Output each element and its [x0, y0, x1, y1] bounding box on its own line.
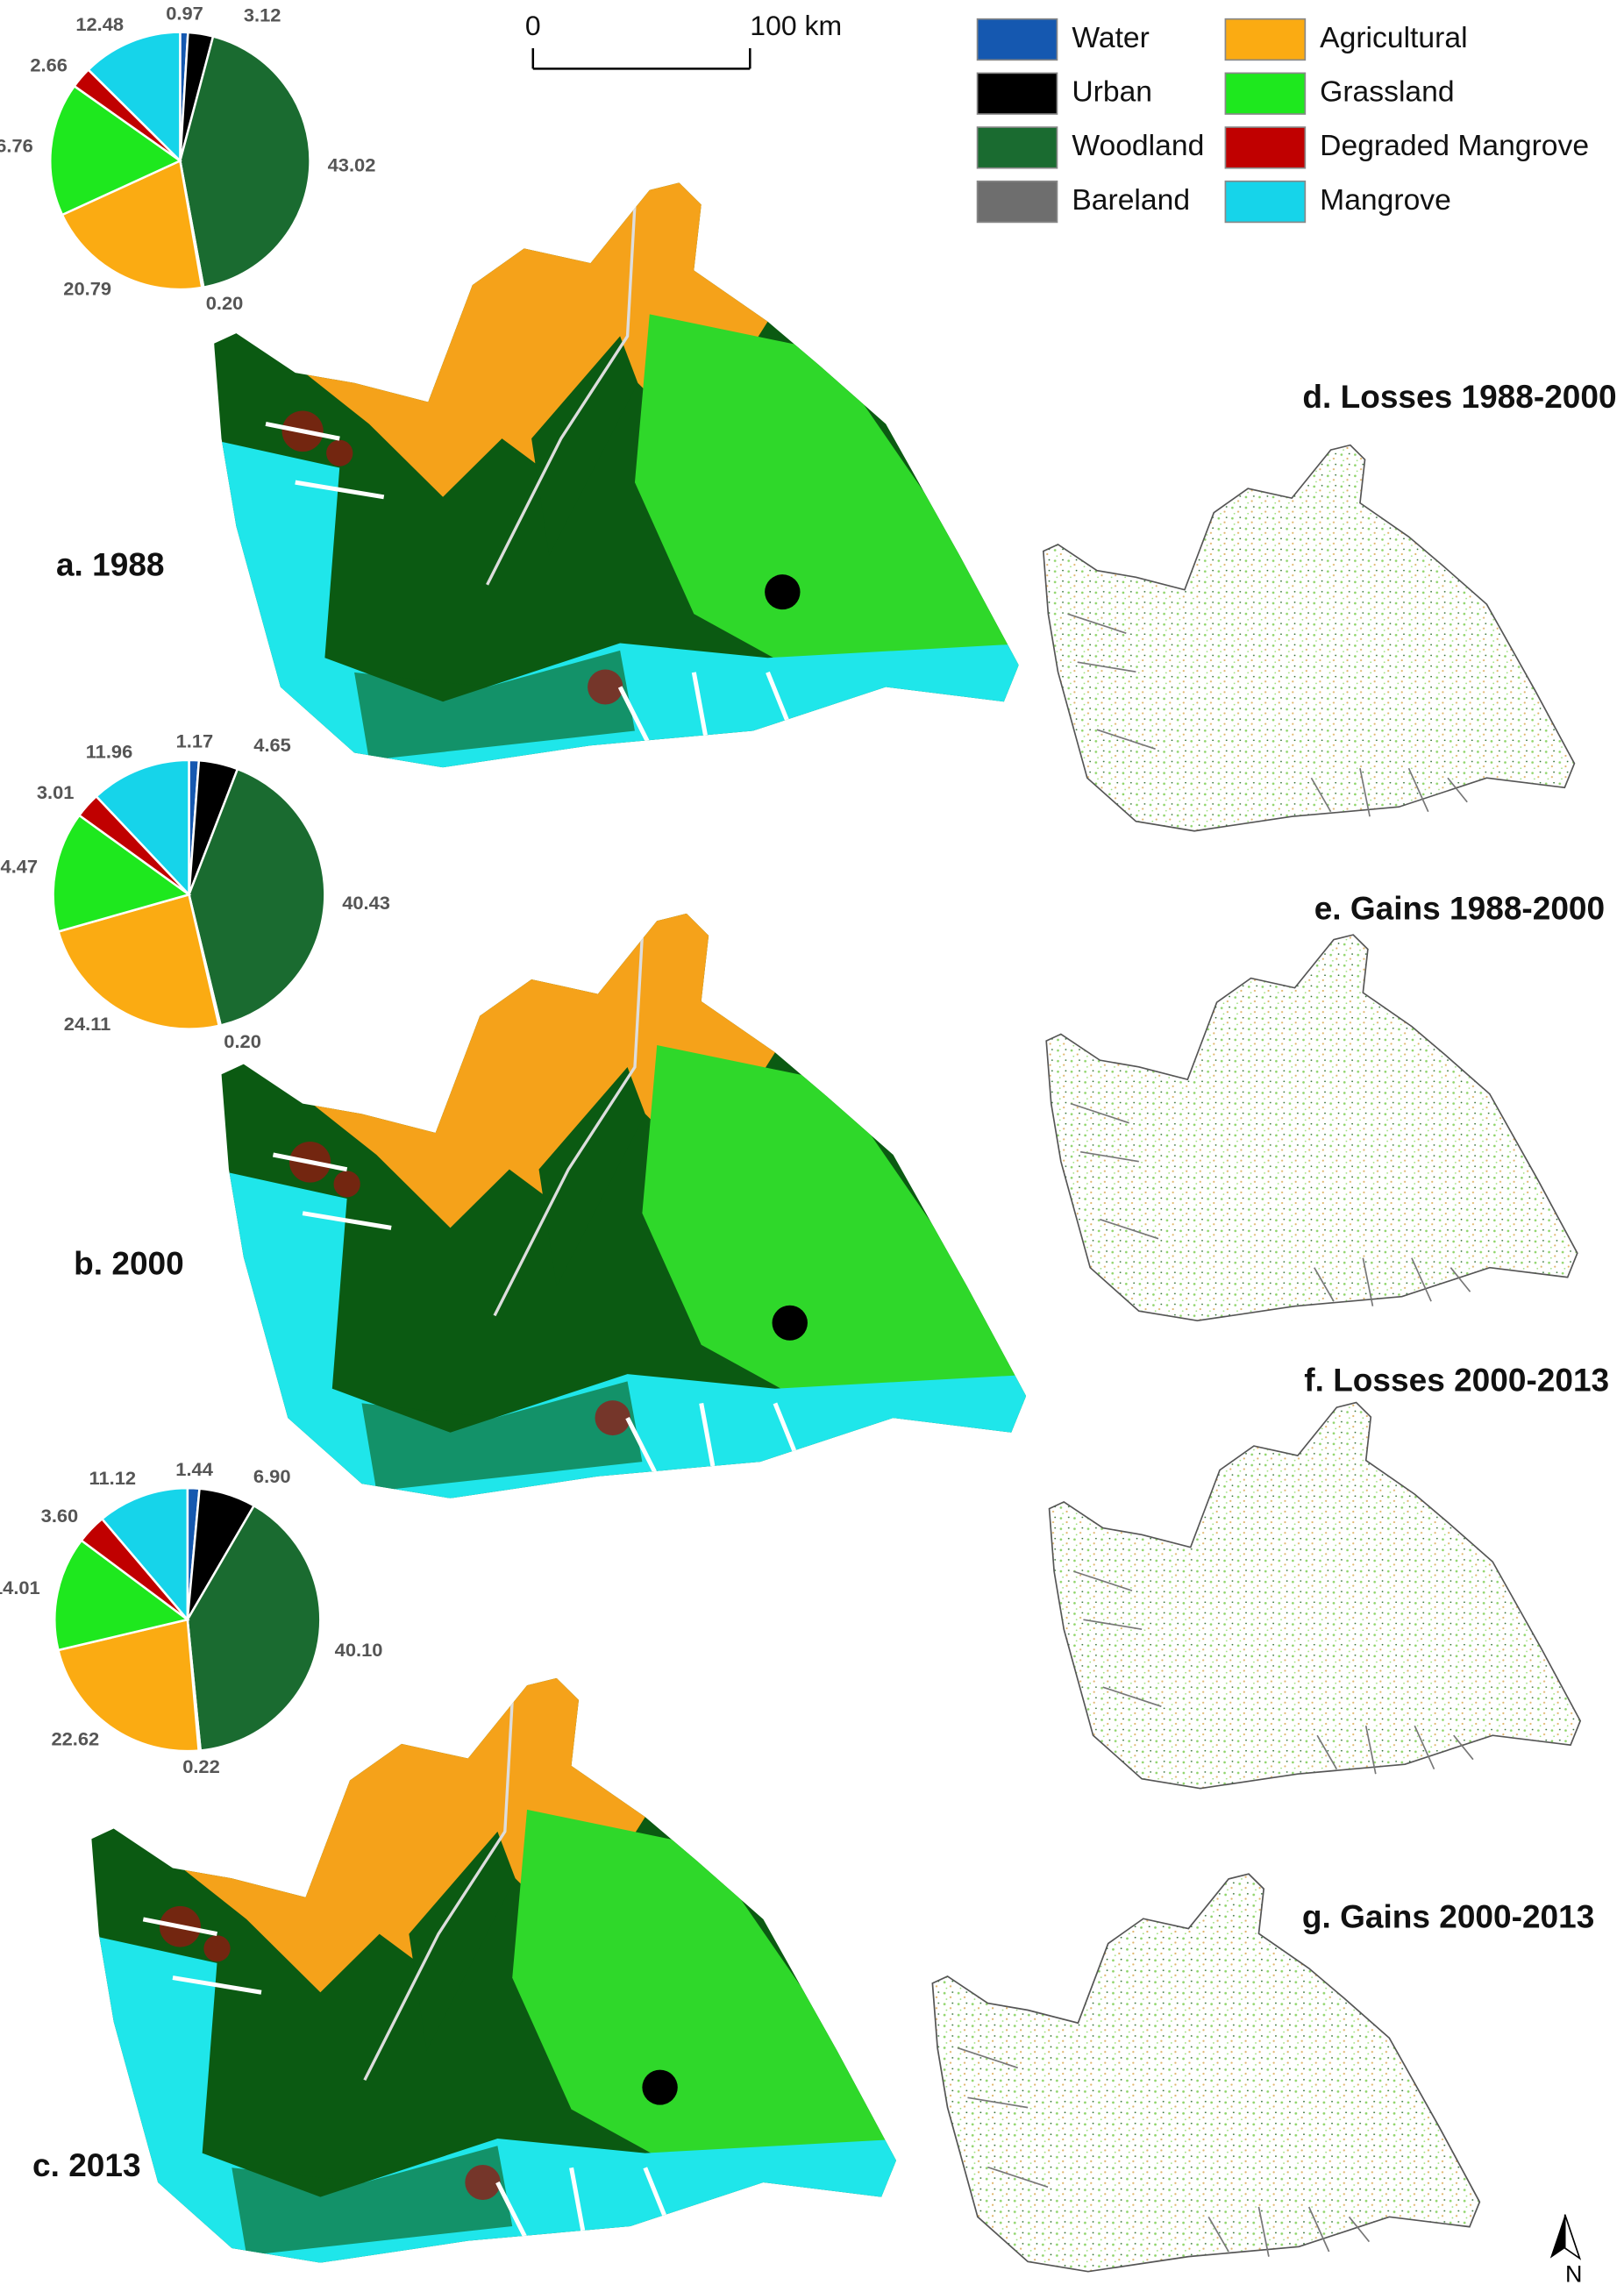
map-gains-1988-2000: [1045, 934, 1578, 1322]
map-2000: [199, 892, 1056, 1527]
legend-swatch: [976, 126, 1058, 169]
map-1988: [192, 160, 1049, 796]
pie-value-label: 14.01: [0, 1577, 40, 1598]
legend-swatch: [1224, 72, 1307, 115]
north-arrow-head: [1549, 2214, 1565, 2259]
pie-value-label: 3.60: [41, 1505, 79, 1527]
scale-label: 100 km: [750, 10, 842, 41]
map-losses-2000-2013: [1048, 1401, 1581, 1790]
pie-slice: [57, 893, 221, 1030]
pie-slice: [186, 1504, 322, 1752]
legend-swatch: [976, 72, 1058, 115]
map-label: g. Gains 2000-2013: [1302, 1899, 1594, 1935]
pie-value-label: 0.22: [182, 1755, 220, 1777]
pie-value-label: 20.79: [63, 278, 111, 300]
legend-label: Woodland: [1072, 130, 1204, 162]
map-losses-1988-2000: [1042, 444, 1576, 832]
legend-label: Degraded Mangrove: [1320, 130, 1589, 162]
legend-swatch: [1224, 180, 1307, 224]
pie-value-label: 0.20: [206, 292, 244, 314]
pie-value-label: 4.65: [253, 734, 291, 756]
legend-label: Urban: [1072, 76, 1152, 109]
pie-value-label: 11.12: [89, 1467, 137, 1489]
pie-value-label: 1.17: [176, 730, 214, 752]
pie-value-label: 16.76: [0, 135, 33, 157]
pie-slice: [52, 814, 192, 934]
legend-label: Water: [1072, 22, 1150, 54]
pie-slice: [61, 159, 203, 291]
north-arrow: N: [1549, 2214, 1582, 2288]
pie-value-label: 24.11: [64, 1013, 111, 1035]
pie-value-label: 11.96: [86, 741, 133, 763]
legend-swatch: [1224, 18, 1307, 61]
pie-value-label: 6.90: [253, 1465, 291, 1487]
pie-value-label: 22.62: [51, 1728, 99, 1750]
pie-value-label: 40.10: [335, 1639, 383, 1661]
pie-value-label: 40.43: [342, 892, 390, 914]
map-label: c. 2013: [32, 2147, 141, 2183]
pie-slice: [94, 758, 190, 898]
north-arrow-head: [1563, 2214, 1582, 2260]
pie-value-label: 3.01: [37, 781, 75, 803]
legend-swatch: [976, 18, 1058, 61]
map-label: b. 2000: [74, 1246, 184, 1282]
pie-value-label: 2.66: [30, 53, 68, 75]
map-label: f. Losses 2000-2013: [1304, 1363, 1609, 1399]
map-label: e. Gains 1988-2000: [1314, 890, 1605, 926]
legend-swatch: [1224, 126, 1307, 169]
pie-slice: [53, 1539, 190, 1652]
legend-label: Mangrove: [1320, 184, 1451, 217]
pie-value-label: 0.20: [224, 1030, 261, 1052]
pie-value-label: 1.44: [175, 1458, 213, 1480]
pie-slice: [179, 34, 311, 289]
pie-value-label: 0.97: [166, 3, 203, 25]
pie-slice: [56, 1618, 200, 1753]
pie-slice: [100, 1486, 189, 1623]
map-label: d. Losses 1988-2000: [1302, 379, 1616, 415]
legend-swatch: [976, 180, 1058, 224]
pie-slice: [49, 84, 182, 217]
legend-label: Agricultural: [1320, 22, 1467, 54]
legend-label: Grassland: [1320, 76, 1454, 109]
pie-value-label: 12.48: [75, 13, 124, 35]
pie-value-label: 14.47: [0, 856, 38, 878]
scale-label: 0: [525, 10, 541, 41]
pie-slice: [86, 31, 182, 164]
map-label: a. 1988: [56, 547, 165, 583]
pie-slice: [188, 767, 326, 1027]
north-label: N: [1565, 2261, 1582, 2288]
pie-value-label: 43.02: [328, 153, 376, 175]
legend-label: Bareland: [1072, 184, 1190, 217]
pie-value-label: 3.12: [244, 4, 281, 26]
